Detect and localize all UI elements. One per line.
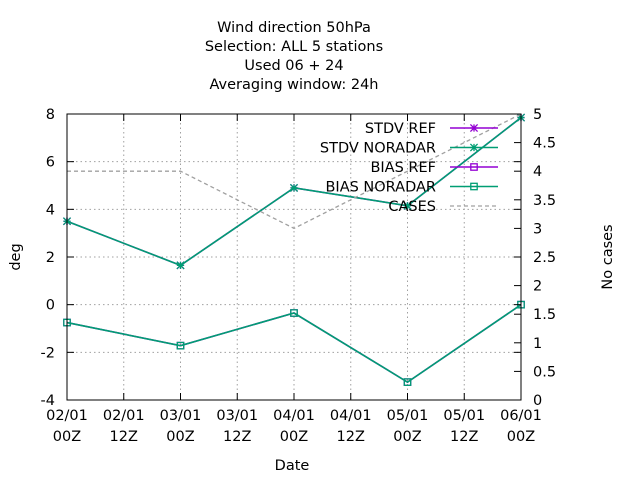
data-point: [403, 201, 412, 210]
grid: [67, 114, 521, 400]
y2-axis-label: No cases: [600, 224, 616, 289]
y2-axis: 0 0.5 1 1.5 2 2.5 3 3.5 4 4.5 5 No cases: [514, 107, 616, 409]
x-tick-label: 05/01 00Z: [387, 408, 429, 445]
x-tick-label: 03/01 00Z: [160, 408, 202, 445]
y2-tick-label: 3.5: [533, 193, 556, 209]
legend-label: STDV NORADAR: [320, 141, 436, 157]
title-line: Averaging window: 24h: [209, 77, 378, 93]
x-tick-label: 04/01 00Z: [273, 408, 315, 445]
y2-tick-label: 4: [533, 164, 542, 180]
chart-title: Wind direction 50hPa Selection: ALL 5 sta…: [205, 20, 383, 93]
legend-label: CASES: [388, 199, 436, 215]
x-tick-label: 04/01 12Z: [330, 408, 372, 445]
y-tick-label: -2: [41, 345, 55, 361]
x-axis-label: Date: [275, 458, 310, 474]
legend-label: BIAS NORADAR: [325, 180, 436, 196]
y2-tick-label: 0: [533, 393, 542, 409]
y2-tick-label: 0.5: [533, 364, 556, 380]
legend-label: STDV REF: [365, 121, 436, 137]
data-point: [176, 341, 185, 350]
x-tick-label: 03/01 12Z: [216, 408, 258, 445]
x-tick-label: 02/01 12Z: [103, 408, 145, 445]
data-point: [470, 182, 478, 191]
y2-tick-label: 1: [533, 336, 542, 352]
y2-tick-label: 2: [533, 279, 542, 295]
series-line: [66, 304, 522, 384]
data-point: [176, 261, 185, 270]
y-tick-label: 0: [46, 298, 55, 314]
data-point: [403, 378, 412, 386]
y-tick-label: 6: [46, 155, 55, 171]
y-axis: -4 -2 0 2 4 6 8 deg: [8, 107, 521, 409]
x-axis: 02/01 00Z 02/01 12Z 03/01 00Z 03/01 12Z 04/01 00Z…: [46, 114, 542, 474]
data-point: [470, 163, 478, 171]
legend: STDV REF STDV NORADAR BIAS REF BIAS NORADAR…: [320, 121, 498, 215]
legend-label: BIAS REF: [370, 160, 436, 176]
data-point: [469, 143, 479, 152]
series-line: [67, 113, 522, 230]
data-point: [290, 309, 298, 317]
plot-area: [62, 113, 526, 386]
y2-tick-label: 4.5: [533, 136, 556, 152]
data-point: [289, 183, 299, 192]
title-line: Selection: ALL 5 stations: [205, 39, 383, 55]
y-tick-label: 4: [46, 202, 55, 218]
title-line: Wind direction 50hPa: [217, 20, 371, 36]
y-tick-label: 8: [46, 107, 55, 123]
y2-tick-label: 5: [533, 107, 542, 123]
data-point: [469, 123, 479, 133]
y2-tick-label: 3: [533, 221, 542, 237]
y-tick-label: -4: [41, 393, 55, 409]
x-tick-label: 05/01 12Z: [443, 408, 485, 445]
title-line: Used 06 + 24: [244, 58, 343, 74]
y-tick-label: 2: [46, 250, 55, 266]
x-tick-label: 02/01 00Z: [46, 408, 88, 445]
y-axis-label: deg: [8, 243, 24, 270]
y2-tick-label: 2.5: [533, 250, 556, 266]
y2-tick-label: 1.5: [533, 307, 556, 323]
x-tick-label: 06/01 00Z: [500, 408, 542, 445]
